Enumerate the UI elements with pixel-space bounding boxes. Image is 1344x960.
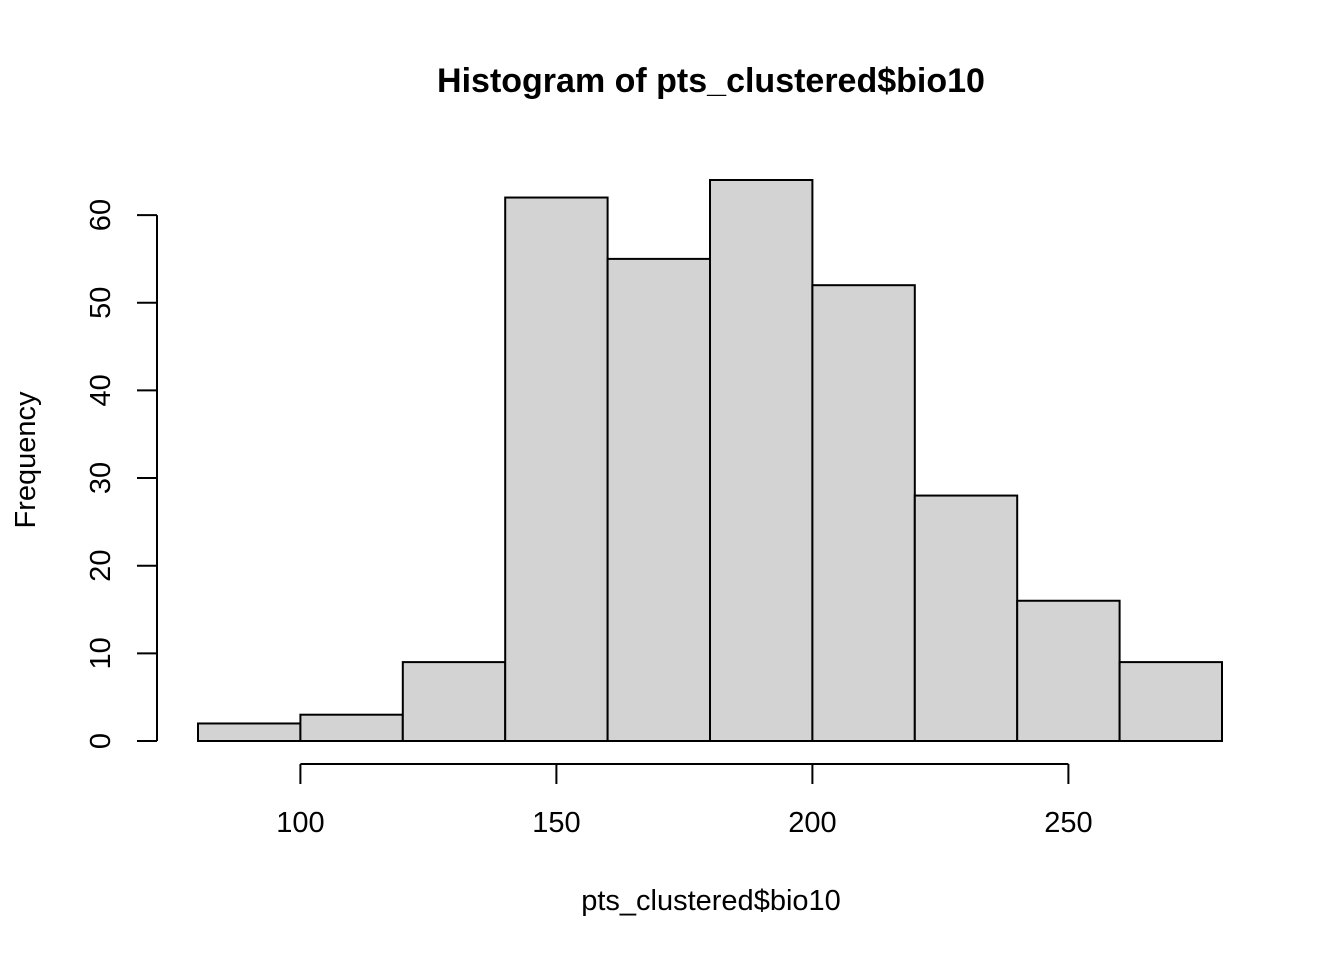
- x-tick-label-100: 100: [276, 807, 324, 839]
- y-axis-label: Frequency: [10, 391, 42, 529]
- histogram-bar-3: [504, 196, 609, 742]
- x-axis: 100 150 200 250: [276, 763, 1093, 839]
- bars-group: [197, 179, 1223, 742]
- x-axis-label: pts_clustered$bio10: [581, 885, 841, 917]
- x-tick-label-250: 250: [1044, 807, 1092, 839]
- x-tick-label-150: 150: [532, 807, 580, 839]
- histogram-bar-4: [606, 257, 711, 742]
- y-tick-label-0: 0: [85, 733, 117, 749]
- histogram-bar-1: [299, 713, 404, 742]
- y-tick-label-20: 20: [85, 550, 117, 582]
- y-tick-label-50: 50: [85, 287, 117, 319]
- y-tick-label-60: 60: [85, 199, 117, 231]
- histogram-bar-8: [1016, 599, 1121, 742]
- y-tick-label-30: 30: [85, 462, 117, 494]
- chart-title: Histogram of pts_clustered$bio10: [437, 62, 985, 100]
- histogram-bar-9: [1118, 661, 1223, 742]
- y-tick-label-40: 40: [85, 374, 117, 406]
- x-tick-label-200: 200: [788, 807, 836, 839]
- histogram-bar-5: [709, 179, 814, 742]
- y-tick-label-10: 10: [85, 637, 117, 669]
- histogram-bar-2: [401, 661, 507, 742]
- histogram-bar-6: [811, 284, 916, 742]
- y-axis: 0 10 20 30 40 50 60: [85, 199, 158, 749]
- histogram-bar-7: [913, 494, 1019, 742]
- histogram-bar-0: [197, 722, 302, 742]
